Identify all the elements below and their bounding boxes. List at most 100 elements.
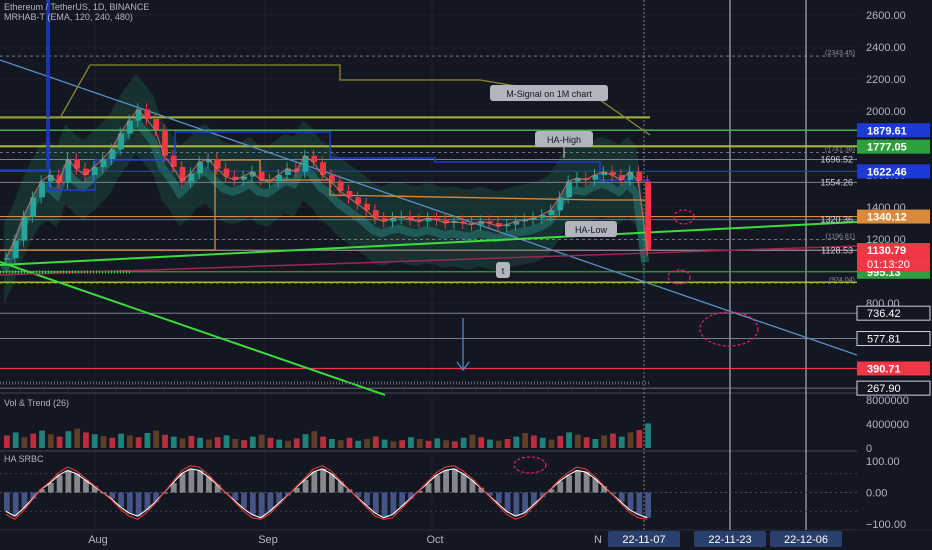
level-tag-label: 577.81 [867, 334, 901, 346]
volume-bar [566, 432, 572, 448]
volume-bar [548, 439, 555, 448]
x-tick-label: Sep [258, 534, 278, 546]
volume-bar [583, 437, 590, 448]
price-candle [381, 218, 388, 222]
price-candle [135, 109, 142, 121]
level-note-label: (924.04) [829, 277, 855, 284]
volume-bar [574, 434, 581, 448]
volume-bar [74, 428, 81, 448]
volume-bar [4, 435, 10, 448]
volume-bar [214, 437, 221, 448]
price-candle [179, 167, 186, 182]
symbol-title: Ethereum / TetherUS, 1D, BINANCE [4, 2, 150, 12]
osc-bar [214, 484, 221, 493]
volume-bar [276, 439, 283, 448]
osc-bar [469, 479, 476, 493]
volume-bar [293, 438, 300, 448]
osc-bar [364, 492, 370, 506]
volume-bar [179, 438, 186, 448]
level-tag-bg [856, 331, 931, 347]
red-trendline [0, 245, 858, 276]
osc-bar [65, 470, 72, 493]
osc-bar [91, 486, 98, 493]
price-candle [197, 162, 204, 174]
price-candle [364, 203, 370, 211]
price-candle [460, 221, 467, 223]
level-tag-label: 1130.79 [867, 245, 906, 257]
osc-bar [372, 492, 379, 513]
price-candle [241, 176, 247, 180]
osc-tick-label: 0.00 [866, 488, 887, 500]
target-circle [699, 311, 759, 347]
volume-bar [206, 439, 212, 448]
indicator-lines [0, 0, 858, 396]
countdown-bg [857, 257, 930, 272]
price-candle [170, 155, 177, 167]
date-axis[interactable]: Aug Sep Oct N 22-11-07 22-11-23 22-12-06 [88, 531, 842, 547]
volume-bar [390, 441, 397, 448]
price-candle [522, 219, 529, 222]
osc-bar [495, 492, 502, 504]
price-candle [513, 221, 520, 225]
price-candle [592, 175, 599, 180]
osc-bar [285, 492, 291, 496]
osc-bar [531, 492, 537, 506]
volume-bar [320, 436, 326, 448]
ha-low-callout: HA-Low [575, 225, 608, 235]
level-tag-bg [856, 305, 931, 321]
osc-bar [12, 492, 19, 517]
volume-bar [495, 440, 502, 448]
volume-bar [188, 436, 195, 448]
price-candle [495, 223, 502, 227]
volume-bar [346, 437, 353, 448]
price-axis[interactable]: 800.001000.001200.001400.001600.001800.0… [820, 0, 932, 531]
osc-bar [451, 468, 458, 493]
ha-low-callout-box [565, 221, 617, 237]
osc-bar [293, 487, 300, 493]
osc-bar [583, 472, 590, 493]
price-candle [4, 258, 10, 260]
osc-bar [144, 492, 151, 510]
osc-bar [30, 492, 37, 499]
osc-bar [267, 492, 274, 512]
volume-bar [39, 430, 45, 448]
price-candle [610, 171, 616, 175]
price-candle [232, 176, 239, 180]
level-tag-bg [856, 380, 931, 396]
level-tag-label: 1340.12 [867, 212, 907, 224]
price-candle [118, 133, 124, 150]
signal-circle [673, 209, 695, 225]
osc-bar [513, 492, 520, 517]
level-lines [0, 55, 857, 389]
osc-bar [487, 492, 493, 496]
osc-bar [47, 483, 54, 493]
volume-bar [513, 436, 520, 448]
osc-bar [276, 492, 283, 504]
price-candle [223, 168, 230, 177]
price-candle [627, 171, 634, 180]
future-date-bg [608, 531, 680, 547]
osc-bar [329, 473, 335, 493]
price-candle [329, 175, 335, 182]
volume-bar [126, 435, 133, 448]
level-inline-label: 1554.26 [820, 177, 853, 187]
osc-bar [4, 492, 10, 512]
osc-bar [645, 492, 651, 518]
price-candle [372, 210, 379, 219]
volume-bar [557, 436, 564, 448]
volume-bar [451, 441, 458, 448]
osc-bar [258, 492, 265, 518]
osc-bar [355, 492, 362, 498]
osc-bar [548, 489, 555, 493]
osc-bar [610, 492, 616, 495]
level-note-label: (2343.45) [825, 50, 855, 57]
osc-bar [627, 492, 634, 510]
osc-bar [618, 492, 625, 502]
future-date-bg [770, 531, 842, 547]
m-signal-callout-box [490, 85, 608, 101]
level-tag-label: 1622.46 [867, 166, 907, 178]
price-candle [249, 171, 256, 177]
osc-bar [337, 481, 344, 493]
volume-bar [408, 437, 414, 448]
